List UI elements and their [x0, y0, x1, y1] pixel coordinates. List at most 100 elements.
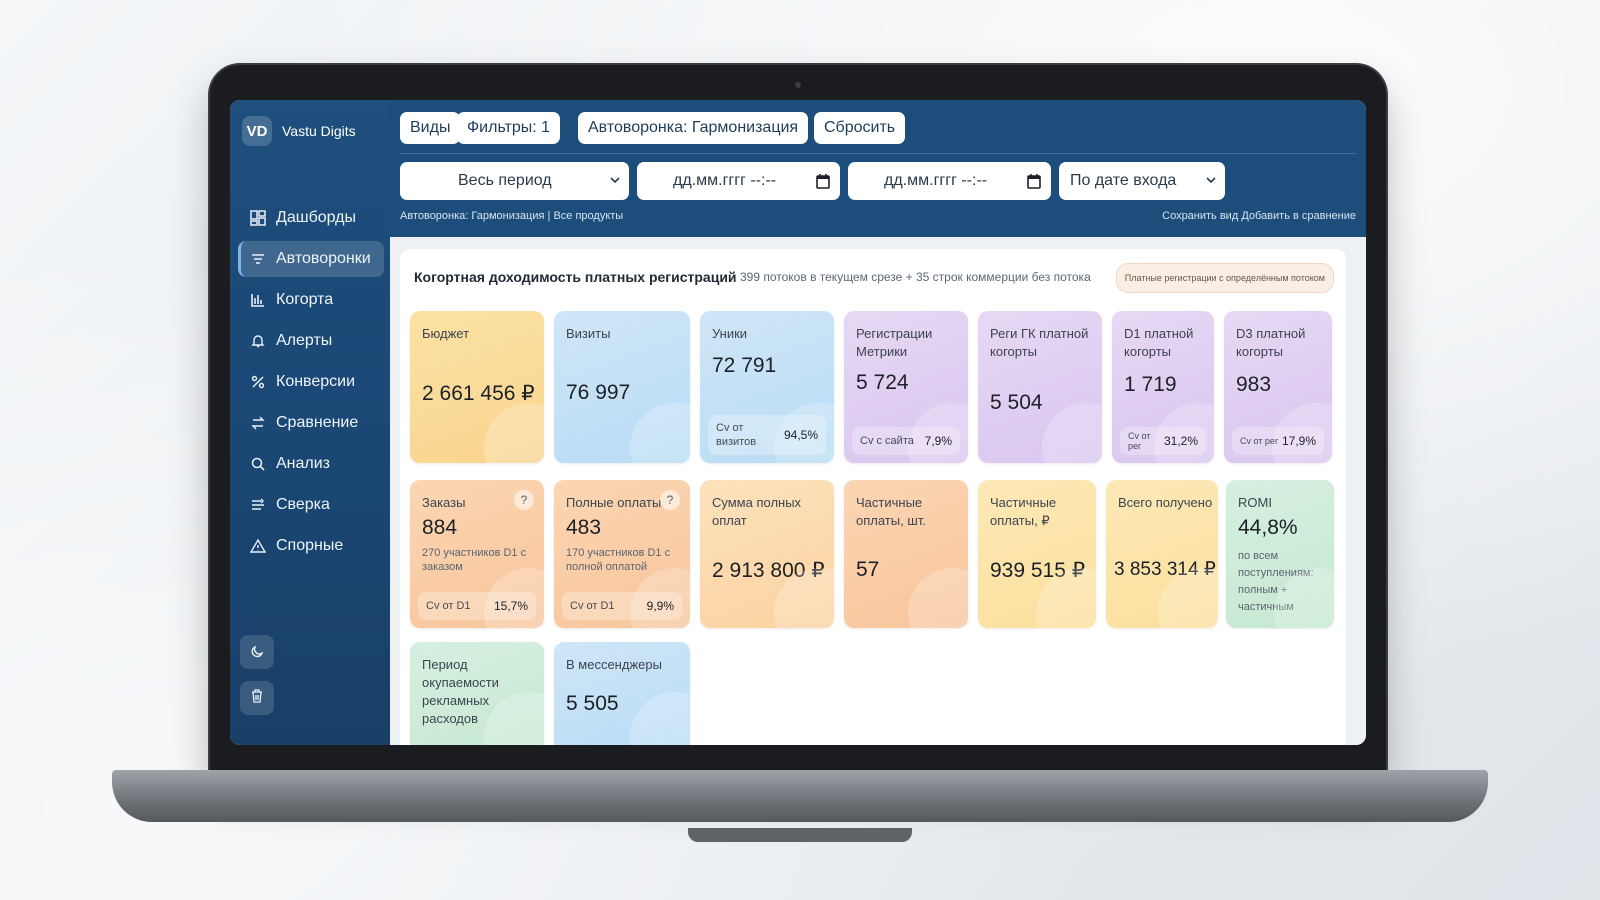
metric-card-full-payments-sum[interactable]: Сумма полных оплат 2 913 800 ₽: [700, 480, 834, 628]
sidebar-item-reconcile[interactable]: Сверка: [238, 487, 384, 523]
card-footer-value: 15,7%: [493, 599, 528, 613]
card-label: Регистрации Метрики: [856, 326, 933, 359]
brand[interactable]: VD Vastu Digits: [242, 116, 356, 146]
card-footer-label: Cv от рег: [1240, 436, 1279, 446]
card-label: Уники: [712, 326, 748, 341]
date-from-value: дд.мм.гггг --:--: [673, 172, 777, 189]
filters-button[interactable]: Фильтры: 1: [457, 112, 561, 144]
card-value: 483: [566, 516, 602, 539]
card-value: 884: [422, 516, 458, 539]
card-footer-label: Cv от визитов: [716, 422, 757, 448]
sidebar-item-label: Когорта: [276, 291, 334, 308]
sidebar-item-compare[interactable]: Сравнение: [238, 405, 384, 441]
metric-card-full-payments[interactable]: ? Полные оплаты 483 170 участников D1 с …: [554, 480, 690, 628]
period-select[interactable]: Весь период: [400, 162, 629, 200]
percent-icon: [250, 374, 266, 390]
cohort-panel: Когортная доходимость платных регистраци…: [400, 249, 1346, 745]
card-value: 3 853 314 ₽: [1114, 559, 1216, 580]
metric-card-partial-payments-sum[interactable]: Частичные оплаты, ₽ 939 515 ₽: [978, 480, 1096, 628]
metric-card-d1[interactable]: D1 платной когорты 1 719 Cv от рег 31,2%: [1112, 311, 1214, 463]
add-compare-link[interactable]: Добавить в сравнение: [1241, 210, 1356, 222]
sidebar: VD Vastu Digits Дашборды Автоворонки Ког…: [230, 100, 390, 745]
card-footer-value: 31,2%: [1163, 434, 1198, 448]
metric-card-budget[interactable]: Бюджет 2 661 456 ₽: [410, 311, 544, 463]
card-footer-label: Cv от D1: [426, 600, 471, 612]
breadcrumb-funnel[interactable]: Автоворонка: Гармонизация: [400, 210, 545, 222]
card-footer: Cv с сайта 7,9%: [852, 427, 960, 455]
laptop-lid: VD Vastu Digits Дашборды Автоворонки Ког…: [210, 65, 1386, 777]
metric-card-partial-payments-count[interactable]: Частичные оплаты, шт. 57: [844, 480, 968, 628]
card-label: Всего получено: [1118, 495, 1213, 510]
calendar-icon: [816, 174, 830, 189]
sidebar-item-label: Автоворонки: [276, 250, 371, 267]
card-value: 76 997: [566, 381, 631, 404]
bell-icon: [250, 333, 266, 349]
sidebar-item-alerts[interactable]: Алерты: [238, 323, 384, 359]
funnel-button[interactable]: Автоворонка: Гармонизация: [578, 112, 809, 144]
sidebar-item-analysis[interactable]: Анализ: [238, 446, 384, 482]
brand-name: Vastu Digits: [282, 123, 356, 139]
theme-toggle-button[interactable]: [240, 635, 274, 669]
card-footer-label: Cv от рег: [1128, 431, 1151, 451]
metric-card-visits[interactable]: Визиты 76 997: [554, 311, 690, 463]
card-footer: Cv от D1 9,9%: [562, 592, 682, 620]
breadcrumb-products[interactable]: Все продукты: [553, 210, 624, 222]
metric-card-uniques[interactable]: Уники 72 791 Cv от визитов 94,5%: [700, 311, 834, 463]
date-from-input[interactable]: дд.мм.гггг --:--: [637, 162, 840, 200]
header-divider: [400, 153, 1356, 154]
card-value: 5 505: [566, 692, 619, 715]
date-mode-select[interactable]: По дате входа: [1059, 162, 1225, 200]
panel-chip: Платные регистрации с определённым поток…: [1115, 263, 1334, 293]
trash-icon: [249, 688, 265, 709]
sidebar-item-dashboards[interactable]: Дашборды: [238, 200, 384, 236]
card-label: Визиты: [566, 326, 611, 341]
card-label: Период окупаемости рекламных расходов: [422, 657, 499, 726]
date-to-input[interactable]: дд.мм.гггг --:--: [848, 162, 1051, 200]
card-label: Заказы: [422, 495, 466, 510]
metric-card-payback-period[interactable]: Период окупаемости рекламных расходов: [410, 642, 544, 745]
views-button[interactable]: Виды: [400, 112, 461, 144]
laptop-screen: VD Vastu Digits Дашборды Автоворонки Ког…: [230, 100, 1366, 745]
date-to-value: дд.мм.гггг --:--: [884, 172, 988, 189]
metric-card-messengers[interactable]: В мессенджеры 5 505: [554, 642, 690, 745]
card-value: 2 913 800 ₽: [712, 559, 825, 582]
card-footer-value: 94,5%: [783, 428, 818, 442]
laptop-base: [112, 770, 1488, 822]
card-footer: Cv от D1 15,7%: [418, 592, 536, 620]
help-icon[interactable]: ?: [660, 490, 680, 510]
sidebar-item-cohort[interactable]: Когорта: [238, 282, 384, 318]
header: Виды Фильтры: 1 Автоворонка: Гармонизаци…: [390, 100, 1366, 237]
sidebar-item-conversions[interactable]: Конверсии: [238, 364, 384, 400]
swap-arrows-icon: [250, 415, 266, 431]
panel-subtitle: 399 потоков в текущем срезе + 35 строк к…: [740, 270, 1091, 284]
camera-icon: [795, 82, 801, 88]
breadcrumb: Автоворонка: Гармонизация | Все продукты: [400, 210, 623, 222]
reset-button[interactable]: Сбросить: [814, 112, 906, 144]
save-view-link[interactable]: Сохранить вид: [1162, 210, 1239, 222]
card-label: D1 платной когорты: [1124, 326, 1194, 359]
card-value: 5 504: [990, 391, 1043, 414]
sidebar-item-funnels[interactable]: Автоворонки: [238, 241, 384, 277]
trash-button[interactable]: [240, 681, 274, 715]
sidebar-item-label: Сравнение: [276, 414, 359, 431]
card-value: 5 724: [856, 371, 909, 394]
help-icon[interactable]: ?: [514, 490, 534, 510]
card-value: 939 515 ₽: [990, 559, 1086, 582]
card-footer-label: Cv с сайта: [860, 435, 914, 447]
sidebar-item-disputed[interactable]: Спорные: [238, 528, 384, 564]
metric-card-orders[interactable]: ? Заказы 884 270 участников D1 с заказом…: [410, 480, 544, 628]
card-note: 270 участников D1 с заказом: [422, 547, 527, 573]
sidebar-item-label: Дашборды: [276, 209, 356, 226]
metric-card-paid-cohort-regs[interactable]: Реги ГК платной когорты 5 504: [978, 311, 1102, 463]
card-value: 2 661 456 ₽: [422, 382, 535, 405]
metric-card-metrica-regs[interactable]: Регистрации Метрики 5 724 Cv с сайта 7,9…: [844, 311, 968, 463]
metric-card-d3[interactable]: D3 платной когорты 983 Cv от рег 17,9%: [1224, 311, 1332, 463]
card-footer-value: 17,9%: [1281, 434, 1316, 448]
sidebar-item-label: Алерты: [276, 332, 333, 349]
metric-card-total-received[interactable]: Всего получено 3 853 314 ₽: [1106, 480, 1218, 628]
card-label: Частичные оплаты, ₽: [990, 495, 1057, 528]
metric-card-romi[interactable]: ROMI 44,8% по всем поступлениям: полным …: [1226, 480, 1334, 628]
sidebar-item-label: Спорные: [276, 537, 344, 554]
card-label: Сумма полных оплат: [712, 495, 802, 528]
card-value: 57: [856, 558, 880, 581]
